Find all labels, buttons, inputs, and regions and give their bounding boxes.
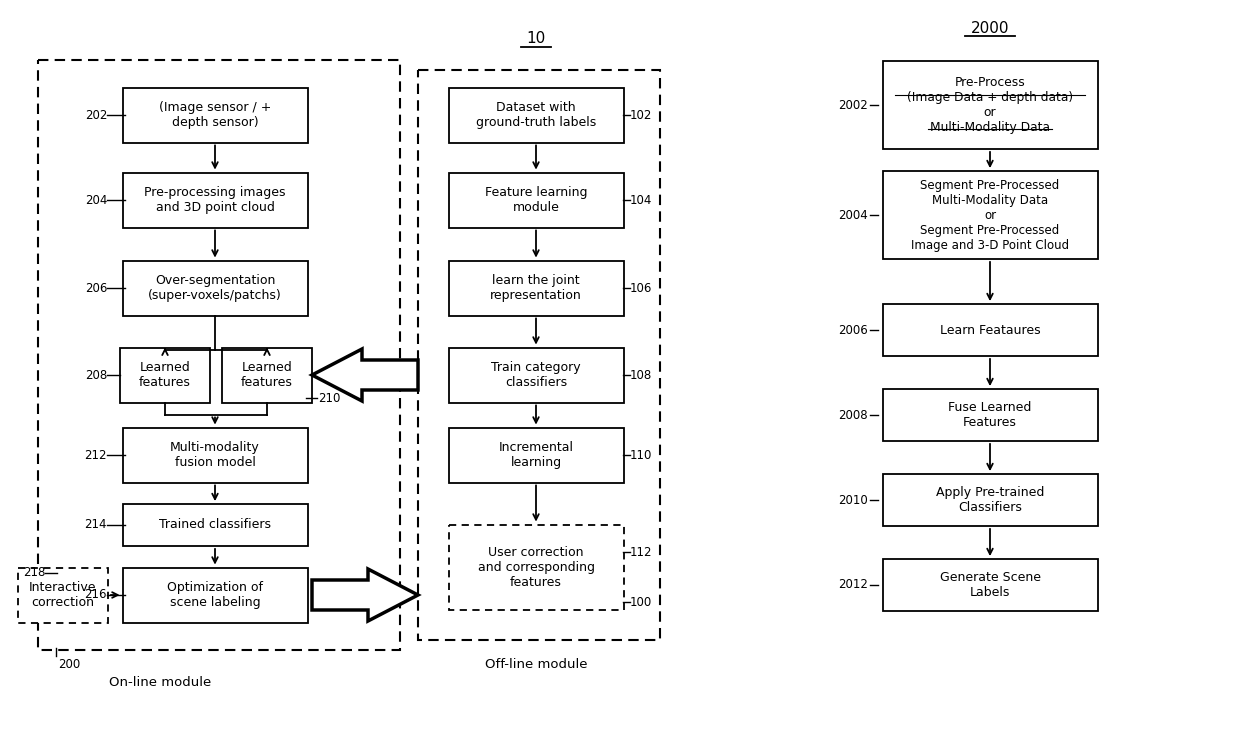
Text: 2010: 2010 <box>838 494 868 507</box>
Bar <box>123 173 308 227</box>
Text: Interactive
correction: Interactive correction <box>30 581 97 609</box>
Bar <box>449 427 624 483</box>
Text: Dataset with
ground-truth labels: Dataset with ground-truth labels <box>476 101 596 129</box>
Text: Learned
features: Learned features <box>139 361 191 389</box>
Text: 210: 210 <box>317 391 340 405</box>
Text: Pre-processing images
and 3D point cloud: Pre-processing images and 3D point cloud <box>144 186 285 214</box>
Polygon shape <box>312 349 418 401</box>
Bar <box>123 427 308 483</box>
Text: Multi-modality
fusion model: Multi-modality fusion model <box>170 441 260 469</box>
Text: Apply Pre-trained
Classifiers: Apply Pre-trained Classifiers <box>936 486 1044 514</box>
Bar <box>449 87 624 142</box>
Text: Generate Scene
Labels: Generate Scene Labels <box>940 571 1040 599</box>
Bar <box>123 87 308 142</box>
Text: Segment Pre-Processed
Multi-Modality Data
or
Segment Pre-Processed
Image and 3-D: Segment Pre-Processed Multi-Modality Dat… <box>911 179 1069 252</box>
Text: 10: 10 <box>526 31 546 45</box>
Text: 102: 102 <box>630 109 652 122</box>
Text: Incremental
learning: Incremental learning <box>498 441 573 469</box>
Text: Train category
classifiers: Train category classifiers <box>491 361 580 389</box>
Text: 2000: 2000 <box>971 20 1009 36</box>
Bar <box>123 504 308 546</box>
Text: 206: 206 <box>84 281 107 295</box>
Bar <box>123 567 308 623</box>
Text: 2004: 2004 <box>838 208 868 222</box>
Text: 214: 214 <box>84 518 107 531</box>
Text: Off-line module: Off-line module <box>485 658 588 671</box>
Bar <box>883 171 1097 259</box>
Polygon shape <box>312 569 418 621</box>
Text: 106: 106 <box>630 281 652 295</box>
Bar <box>449 260 624 316</box>
Text: 218: 218 <box>22 566 45 580</box>
Bar <box>883 389 1097 441</box>
Text: Pre-Process
(Image Data + depth data)
or
Multi-Modality Data: Pre-Process (Image Data + depth data) or… <box>906 76 1073 134</box>
FancyBboxPatch shape <box>38 60 401 650</box>
Text: 216: 216 <box>84 588 107 601</box>
Text: User correction
and corresponding
features: User correction and corresponding featur… <box>477 545 594 588</box>
Text: Fuse Learned
Features: Fuse Learned Features <box>949 401 1032 429</box>
Bar <box>883 61 1097 149</box>
Text: 2012: 2012 <box>838 579 868 591</box>
Text: Learn Feataures: Learn Feataures <box>940 324 1040 337</box>
Bar <box>222 348 312 402</box>
Text: 202: 202 <box>84 109 107 122</box>
Text: 112: 112 <box>630 545 652 558</box>
Text: 108: 108 <box>630 368 652 381</box>
FancyBboxPatch shape <box>418 70 660 640</box>
Text: 104: 104 <box>630 193 652 206</box>
Text: 110: 110 <box>630 448 652 461</box>
Text: Optimization of
scene labeling: Optimization of scene labeling <box>167 581 263 609</box>
Text: learn the joint
representation: learn the joint representation <box>490 274 582 302</box>
Bar <box>883 474 1097 526</box>
Text: Trained classifiers: Trained classifiers <box>159 518 272 531</box>
Text: 2008: 2008 <box>838 408 868 421</box>
Text: (Image sensor / +
depth sensor): (Image sensor / + depth sensor) <box>159 101 272 129</box>
Bar <box>883 304 1097 356</box>
Text: 208: 208 <box>84 368 107 381</box>
Text: 100: 100 <box>630 596 652 609</box>
Text: 200: 200 <box>58 658 81 671</box>
Text: 2006: 2006 <box>838 324 868 337</box>
Text: On-line module: On-line module <box>109 676 211 688</box>
Bar <box>449 348 624 402</box>
Bar <box>19 567 108 623</box>
Text: 212: 212 <box>84 448 107 461</box>
Bar <box>449 173 624 227</box>
Text: 204: 204 <box>84 193 107 206</box>
Text: Feature learning
module: Feature learning module <box>485 186 588 214</box>
Bar <box>120 348 210 402</box>
Text: 2002: 2002 <box>838 98 868 112</box>
Text: Learned
features: Learned features <box>241 361 293 389</box>
Bar <box>883 559 1097 611</box>
Text: Over-segmentation
(super-voxels/patchs): Over-segmentation (super-voxels/patchs) <box>148 274 281 302</box>
Bar <box>449 524 624 609</box>
Bar <box>123 260 308 316</box>
